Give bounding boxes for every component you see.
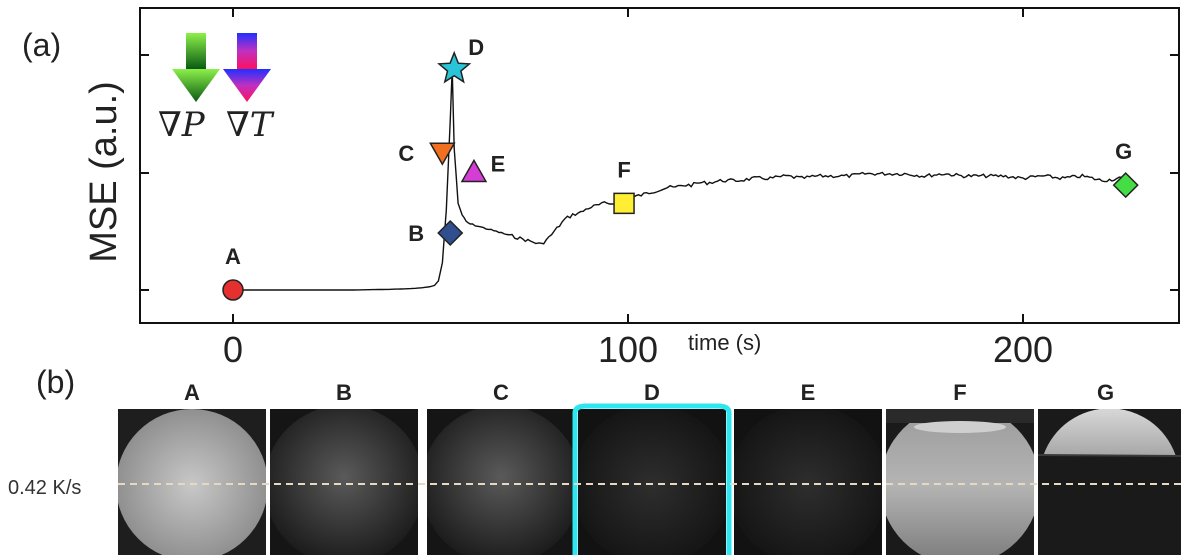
marker-label-B: B (408, 221, 424, 246)
marker-label-D: D (468, 35, 484, 60)
frame-interface (1038, 454, 1181, 457)
marker-B (437, 219, 464, 247)
frame-C: C (427, 380, 575, 555)
frame-A: A (118, 380, 266, 555)
series-layer (233, 68, 1134, 291)
frame-B: B (270, 380, 418, 555)
marker-layer: A B C D E F G (222, 35, 1139, 301)
marker-label-E: E (491, 151, 506, 176)
frame-G: G (1038, 380, 1181, 555)
frame-highlight (572, 403, 732, 555)
gradient-arrows: ∇P ∇T (158, 33, 275, 145)
marker-D (437, 50, 472, 84)
frame-label-A: A (184, 380, 200, 405)
pressure-gradient-arrow (172, 33, 220, 102)
frame-disc (578, 409, 726, 555)
marker-A (222, 279, 244, 301)
x-tick-label: 100 (598, 329, 658, 370)
frame-label-C: C (493, 380, 509, 405)
marker-label-C: C (398, 141, 414, 166)
y-ticks (140, 54, 1179, 291)
frame-disc (118, 409, 266, 555)
panel-a-label: (a) (22, 27, 61, 63)
x-tick-label: 200 (993, 329, 1053, 370)
marker-C (429, 142, 456, 166)
frame-D: D (572, 380, 732, 555)
x-axis: 0 100 200 (223, 8, 1053, 370)
y-axis-label: MSE (a.u.) (83, 81, 125, 263)
x-axis-label: time (s) (688, 330, 761, 355)
frames-strip: A B C D E F G (118, 380, 1181, 555)
series-line (233, 68, 1134, 291)
frame-disc (886, 409, 1034, 555)
frame-E: E (734, 380, 882, 555)
rate-label: 0.42 K/s (8, 477, 81, 499)
frame-label-G: G (1097, 380, 1114, 405)
frame-label-F: F (953, 380, 966, 405)
marker-label-G: G (1115, 139, 1132, 164)
temperature-gradient-label: ∇T (226, 105, 275, 145)
temperature-gradient-arrow (223, 33, 271, 102)
marker-G (1112, 172, 1139, 199)
marker-E (460, 158, 488, 183)
x-tick-label: 0 (223, 329, 243, 370)
frame-disc (427, 409, 575, 555)
chart: 0 100 200 MSE (a.u.) time (s) A B C D E F G (83, 7, 1180, 370)
panel-b-label: (b) (36, 364, 75, 400)
frame-disc (270, 409, 418, 555)
plot-frame (139, 7, 1180, 324)
marker-F (613, 192, 635, 215)
frame-meniscus (914, 421, 1006, 433)
frame-band (886, 409, 1034, 423)
frame-cap (1043, 409, 1176, 455)
pressure-gradient-label: ∇P (158, 105, 206, 145)
frame-label-D: D (644, 380, 660, 405)
marker-label-A: A (225, 244, 241, 269)
frame-label-E: E (801, 380, 816, 405)
marker-label-F: F (617, 157, 630, 182)
frame-F: F (886, 380, 1034, 555)
frame-label-B: B (336, 380, 352, 405)
frame-disc (734, 409, 882, 555)
